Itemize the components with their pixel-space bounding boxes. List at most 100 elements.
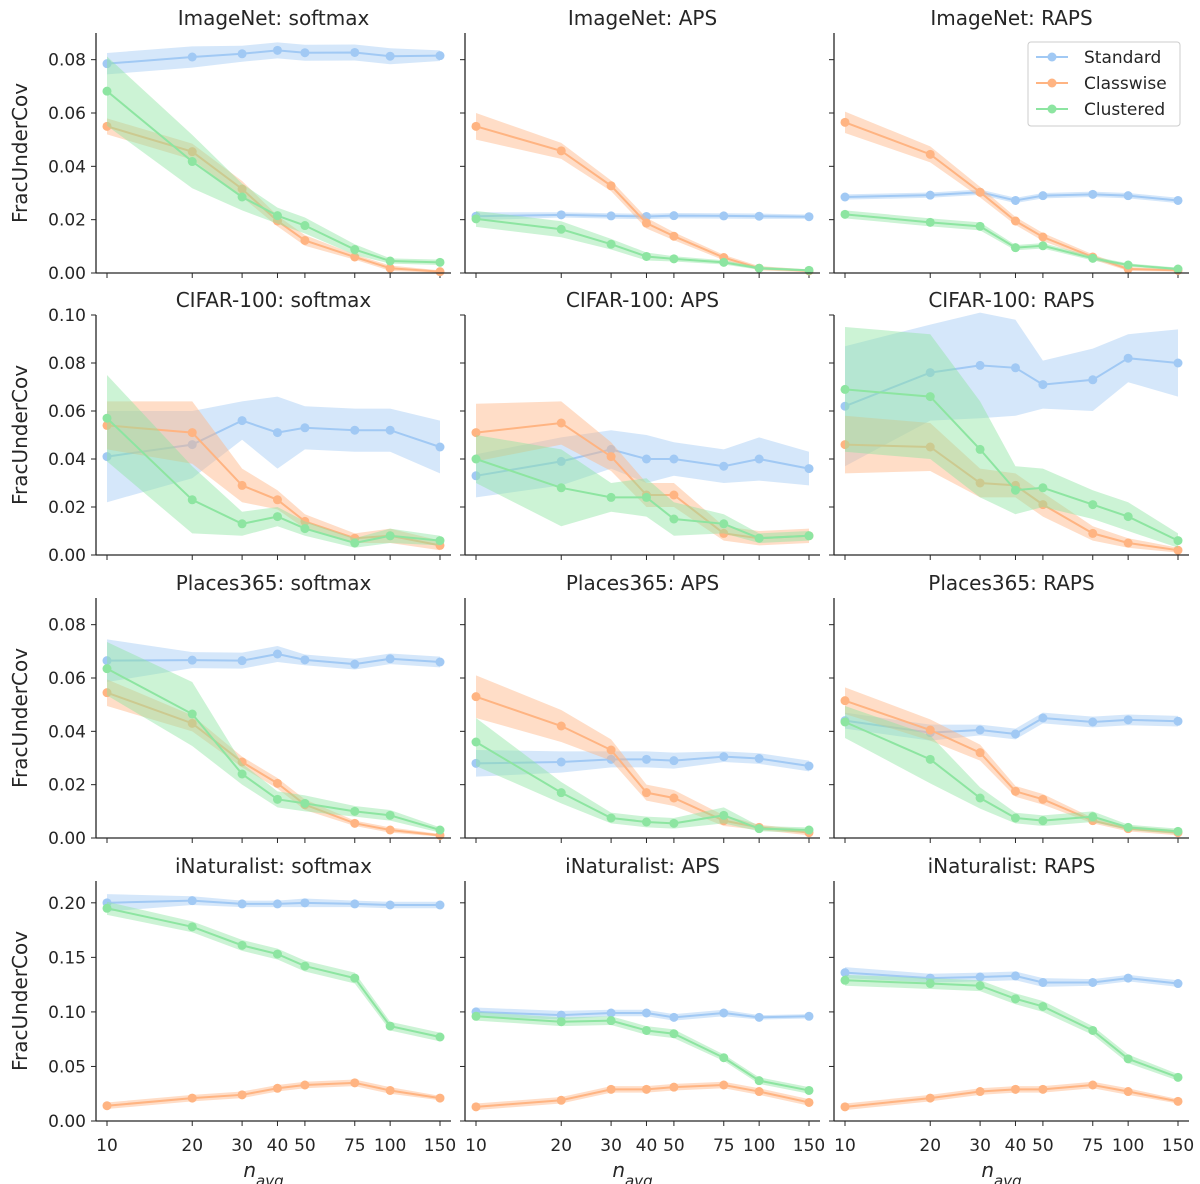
- point-classwise: [975, 1087, 985, 1097]
- subplot-0: ImageNet: softmax 0.00 0.02 0.04 0.06 0.08 Fra…: [8, 6, 451, 284]
- point-classwise: [840, 440, 850, 450]
- y-tick-label: 0.08: [48, 354, 86, 374]
- point-standard: [187, 440, 197, 450]
- y-tick-label: 0.02: [48, 776, 86, 796]
- point-clustered: [975, 221, 985, 231]
- point-classwise: [669, 490, 679, 500]
- x-axis-label: navg: [981, 1158, 1021, 1184]
- point-standard: [1123, 353, 1133, 363]
- point-clustered: [1010, 485, 1020, 495]
- point-classwise: [840, 1102, 850, 1112]
- point-standard: [1088, 977, 1098, 987]
- y-tick-label: 0.05: [48, 1057, 86, 1077]
- legend-box: [1027, 41, 1181, 127]
- line-classwise: [844, 443, 1179, 552]
- band-clustered: [845, 327, 1178, 548]
- point-standard: [804, 464, 814, 474]
- point-classwise: [1010, 1084, 1020, 1094]
- y-tick-label: 0.04: [48, 722, 86, 742]
- point-standard: [840, 192, 850, 202]
- y-tick-label: 0.02: [48, 211, 86, 231]
- point-clustered: [300, 524, 310, 534]
- point-clustered: [1038, 483, 1048, 493]
- point-classwise: [187, 428, 197, 438]
- point-clustered: [435, 257, 445, 267]
- point-classwise: [1010, 216, 1020, 226]
- point-clustered: [102, 903, 112, 913]
- band-clustered: [107, 901, 440, 1042]
- point-classwise: [237, 184, 247, 194]
- point-clustered: [102, 413, 112, 423]
- point-standard: [1173, 358, 1183, 368]
- point-classwise: [669, 793, 679, 803]
- x-tick-label: 75: [344, 1136, 366, 1156]
- point-standard: [237, 899, 247, 909]
- point-standard: [606, 754, 616, 764]
- point-classwise: [641, 788, 651, 798]
- point-standard: [350, 899, 360, 909]
- x-tick-label: 150: [1162, 1136, 1194, 1156]
- y-tick-label: 0.06: [48, 669, 86, 689]
- x-tick-label: 30: [969, 1136, 991, 1156]
- point-clustered: [1173, 1072, 1183, 1082]
- point-classwise: [385, 825, 395, 835]
- point-standard: [1123, 715, 1133, 725]
- subplot-2: ImageNet: RAPS Standard Classwise Clustered: [829, 6, 1189, 278]
- point-clustered: [187, 709, 197, 719]
- point-clustered: [641, 251, 651, 261]
- line-classwise: [475, 1083, 810, 1108]
- point-clustered: [754, 1076, 764, 1086]
- point-clustered: [669, 1029, 679, 1039]
- line-classwise: [844, 1083, 1179, 1108]
- x-tick-label: 75: [1082, 1136, 1104, 1156]
- point-standard: [385, 425, 395, 435]
- point-clustered: [385, 1021, 395, 1031]
- point-standard: [385, 51, 395, 61]
- point-standard: [804, 1011, 814, 1021]
- point-clustered: [350, 245, 360, 255]
- point-standard: [1088, 717, 1098, 727]
- point-clustered: [1123, 1054, 1133, 1064]
- point-standard: [237, 416, 247, 426]
- point-classwise: [606, 1084, 616, 1094]
- point-classwise: [556, 418, 566, 428]
- point-classwise: [272, 495, 282, 505]
- band-classwise: [476, 675, 809, 836]
- point-clustered: [1038, 241, 1048, 251]
- point-classwise: [606, 745, 616, 755]
- line-standard: [844, 971, 1179, 985]
- point-clustered: [435, 1032, 445, 1042]
- point-standard: [641, 211, 651, 221]
- point-clustered: [385, 256, 395, 266]
- point-clustered: [754, 263, 764, 273]
- legend-marker-classwise: [1047, 78, 1057, 88]
- point-standard: [925, 368, 935, 378]
- point-standard: [641, 754, 651, 764]
- x-tick-label: 40: [267, 1136, 289, 1156]
- line-classwise: [106, 1081, 441, 1107]
- x-tick-label: 50: [294, 1136, 316, 1156]
- point-classwise: [804, 1097, 814, 1107]
- point-classwise: [606, 181, 616, 191]
- subplot-title: iNaturalist: RAPS: [928, 854, 1096, 878]
- band-standard: [107, 639, 440, 682]
- point-standard: [1123, 973, 1133, 983]
- point-standard: [840, 401, 850, 411]
- subplot-title: CIFAR-100: APS: [566, 288, 719, 312]
- line-classwise: [106, 691, 441, 837]
- x-tick-label: 150: [793, 1136, 825, 1156]
- point-standard: [925, 190, 935, 200]
- point-clustered: [754, 824, 764, 834]
- point-clustered: [1010, 813, 1020, 823]
- point-standard: [804, 761, 814, 771]
- line-standard: [106, 899, 440, 906]
- point-clustered: [606, 1016, 616, 1026]
- x-tick-label: 30: [600, 1136, 622, 1156]
- point-clustered: [237, 769, 247, 779]
- x-tick-label: 40: [636, 1136, 658, 1156]
- subplot-title: ImageNet: RAPS: [930, 6, 1092, 30]
- point-standard: [719, 211, 729, 221]
- point-standard: [719, 1008, 729, 1018]
- legend-label-clustered: Clustered: [1084, 100, 1165, 120]
